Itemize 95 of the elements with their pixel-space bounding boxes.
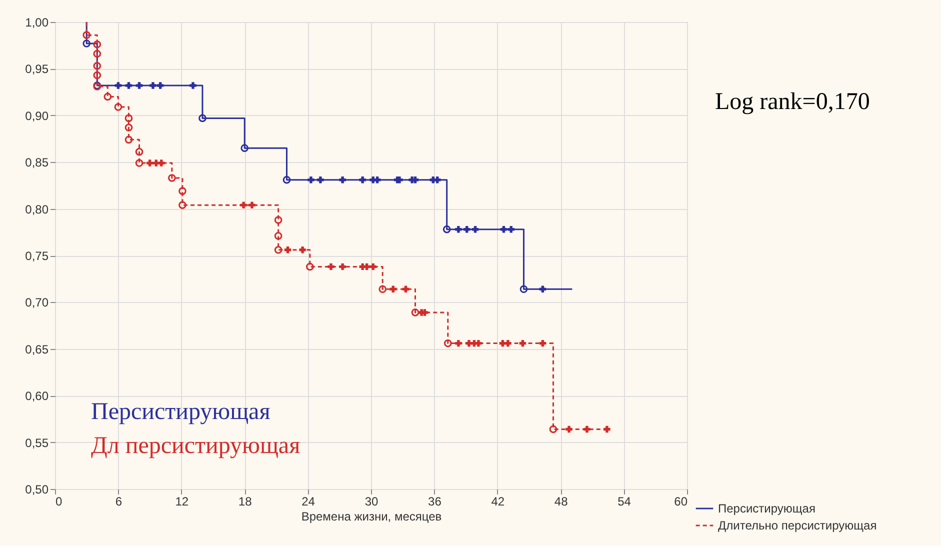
x-tick-label: 54: [618, 494, 632, 508]
point: [566, 426, 572, 433]
point: [135, 148, 144, 156]
point: [114, 82, 122, 89]
point: [135, 159, 144, 167]
point: [508, 226, 514, 233]
point: [339, 263, 346, 270]
point: [455, 340, 462, 347]
point: [150, 82, 156, 89]
point: [378, 285, 386, 294]
point: [114, 103, 122, 111]
point: [475, 340, 482, 347]
point: [472, 226, 479, 233]
point: [520, 285, 528, 294]
point: [198, 114, 206, 122]
point: [178, 201, 186, 209]
x-tick-label: 48: [554, 494, 568, 508]
point: [455, 226, 462, 233]
point: [93, 40, 102, 48]
point: [444, 339, 452, 348]
y-tick-label: 1,00: [25, 16, 49, 30]
point: [539, 340, 546, 347]
y-tick-label: 0,95: [25, 62, 49, 76]
x-tick-label: 0: [56, 494, 62, 508]
point: [402, 286, 410, 292]
point: [93, 50, 102, 58]
point: [519, 340, 526, 347]
point: [124, 114, 133, 122]
point: [284, 246, 292, 254]
point: [190, 82, 196, 89]
x-tick-label: 18: [238, 494, 252, 508]
x-tick-label: 30: [364, 494, 378, 508]
x-tick-label: 6: [115, 494, 122, 508]
y-tick-label: 0,55: [25, 436, 49, 450]
point: [390, 286, 396, 292]
point: [308, 176, 314, 184]
point: [93, 71, 102, 80]
point: [240, 202, 247, 208]
point: [363, 263, 370, 270]
point: [328, 263, 334, 270]
y-tick-label: 0,50: [25, 482, 49, 496]
x-tick-label: 12: [175, 494, 189, 508]
point: [82, 31, 91, 39]
point: [339, 176, 346, 184]
x-tick-label: 24: [302, 494, 316, 508]
point: [539, 286, 546, 292]
point: [125, 82, 132, 89]
y-tick-label: 0,70: [25, 296, 49, 310]
point: [549, 425, 558, 434]
x-tick-label: 60: [674, 494, 688, 508]
point: [504, 340, 512, 347]
point: [374, 176, 381, 184]
x-tick-label: 42: [491, 494, 505, 508]
point: [442, 225, 451, 234]
point: [604, 426, 610, 433]
point: [411, 308, 420, 316]
x-tick-label: 36: [428, 494, 442, 508]
point: [464, 226, 470, 233]
point: [136, 82, 143, 89]
point: [282, 176, 291, 184]
point: [274, 232, 282, 240]
point: [248, 202, 256, 208]
point: [306, 262, 314, 271]
y-tick-label: 0,90: [25, 108, 49, 123]
point: [299, 246, 306, 254]
annotation: Персистирующая: [91, 399, 270, 425]
point: [500, 226, 508, 233]
point: [158, 160, 165, 166]
legend-label: Персистирующая: [718, 502, 816, 516]
point: [274, 246, 282, 254]
point: [124, 124, 133, 132]
point: [240, 144, 249, 152]
point: [359, 176, 366, 184]
annotation: Дл персистирующая: [91, 433, 300, 459]
point: [168, 174, 176, 182]
y-tick-label: 0,85: [25, 156, 49, 170]
point: [156, 82, 164, 89]
point: [124, 136, 133, 144]
point: [274, 216, 282, 224]
y-tick-label: 0,60: [25, 389, 49, 404]
y-tick-label: 0,80: [25, 202, 49, 216]
point: [93, 62, 102, 70]
point: [317, 176, 324, 184]
y-tick-label: 0,65: [25, 342, 49, 356]
point: [370, 263, 376, 270]
point: [82, 40, 91, 48]
legend-label: Длительно персистирующая: [718, 518, 877, 532]
x-axis-title: Времена жизни, месяцев: [301, 510, 442, 524]
text: Log rank=0,170: [715, 89, 870, 115]
y-tick-label: 0,75: [25, 249, 49, 263]
point: [434, 176, 441, 184]
point: [584, 426, 590, 433]
point: [104, 92, 112, 101]
point: [178, 187, 186, 195]
point: [146, 160, 154, 166]
